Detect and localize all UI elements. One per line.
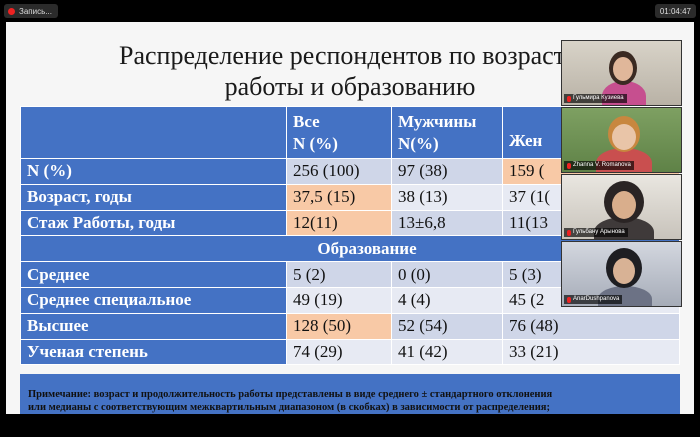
participant-video-panel: Гульмира Кузиева Zhanna V. Romanova Гуль…: [561, 40, 682, 308]
muted-mic-icon: [567, 229, 571, 236]
row-label: Стаж Работы, годы: [20, 209, 287, 237]
participant-face: [613, 258, 635, 284]
meeting-timer: 01:04:47: [654, 4, 696, 18]
header-all: Все N (%): [286, 106, 392, 159]
cell-all: 256 (100): [286, 158, 392, 185]
header-empty-cell: [20, 106, 287, 159]
participant-face: [612, 124, 636, 150]
participant-name: Zhanna V. Romanova: [573, 162, 631, 168]
cell-all: 37,5 (15): [286, 183, 392, 211]
cell-all: 12(11): [286, 209, 392, 237]
participant-tile[interactable]: AnarDushpanova: [561, 241, 682, 307]
participant-tile[interactable]: Zhanna V. Romanova: [561, 107, 682, 173]
cell-women: 33 (21): [502, 338, 680, 366]
participant-face: [612, 191, 636, 219]
cell-men: 97 (38): [391, 158, 503, 185]
participant-name-tag: AnarDushpanova: [564, 295, 623, 304]
cell-men: 52 (54): [391, 312, 503, 340]
cell-all: 49 (19): [286, 286, 392, 314]
row-label: Ученая степень: [20, 338, 287, 366]
row-label: Среднее специальное: [20, 286, 287, 314]
slide-title-line-1: Распределение респондентов по возрасту, …: [118, 41, 612, 70]
cell-men: 0 (0): [391, 261, 503, 288]
meeting-top-bar: Запись... 01:04:47: [0, 0, 700, 22]
slide-title-line-2: работы и образованию: [224, 72, 476, 101]
muted-mic-icon: [567, 95, 571, 102]
row-label: Возраст, годы: [20, 183, 287, 211]
participant-name: Гульбану Арынова: [573, 229, 625, 235]
cell-men: 38 (13): [391, 183, 503, 211]
participant-name: AnarDushpanova: [573, 296, 620, 302]
table-row: Ученая степень 74 (29) 41 (42) 33 (21): [20, 338, 680, 366]
cell-all: 128 (50): [286, 312, 392, 340]
slide-title: Распределение респондентов по возрасту, …: [6, 40, 694, 102]
table-row: Высшее 128 (50) 52 (54) 76 (48): [20, 312, 680, 340]
muted-mic-icon: [567, 162, 571, 169]
recording-indicator[interactable]: Запись...: [4, 4, 58, 18]
header-women-label: Жен: [509, 130, 543, 150]
row-label: N (%): [20, 158, 287, 185]
row-label: Высшее: [20, 312, 287, 340]
footnote-line-2: или медианы с соответствующим межквартил…: [28, 402, 550, 413]
cell-men: 13±6,8: [391, 209, 503, 237]
participant-name: Гульмира Кузиева: [573, 95, 624, 101]
cell-women: 76 (48): [502, 312, 680, 340]
table-footnote: Примечание: возраст и продолжительность …: [20, 374, 680, 414]
cell-men: 4 (4): [391, 286, 503, 314]
cell-all: 74 (29): [286, 338, 392, 366]
header-men: Мужчины N(%): [391, 106, 503, 159]
recording-dot-icon: [8, 7, 15, 15]
participant-face: [613, 57, 633, 81]
cell-men: 41 (42): [391, 338, 503, 366]
header-all-sub: N (%): [293, 133, 338, 153]
participant-name-tag: Zhanna V. Romanova: [564, 161, 634, 170]
participant-tile[interactable]: Гульбану Арынова: [561, 174, 682, 240]
row-label: Среднее: [20, 261, 287, 288]
header-all-label: Все: [293, 111, 320, 131]
recording-label: Запись...: [19, 6, 52, 16]
participant-name-tag: Гульмира Кузиева: [564, 94, 627, 103]
participant-name-tag: Гульбану Арынова: [564, 228, 628, 237]
header-men-sub: N(%): [398, 133, 439, 153]
muted-mic-icon: [567, 296, 571, 303]
cell-all: 5 (2): [286, 261, 392, 288]
header-men-label: Мужчины: [398, 111, 477, 131]
participant-tile[interactable]: Гульмира Кузиева: [561, 40, 682, 106]
footnote-line-1: Примечание: возраст и продолжительность …: [28, 389, 553, 400]
